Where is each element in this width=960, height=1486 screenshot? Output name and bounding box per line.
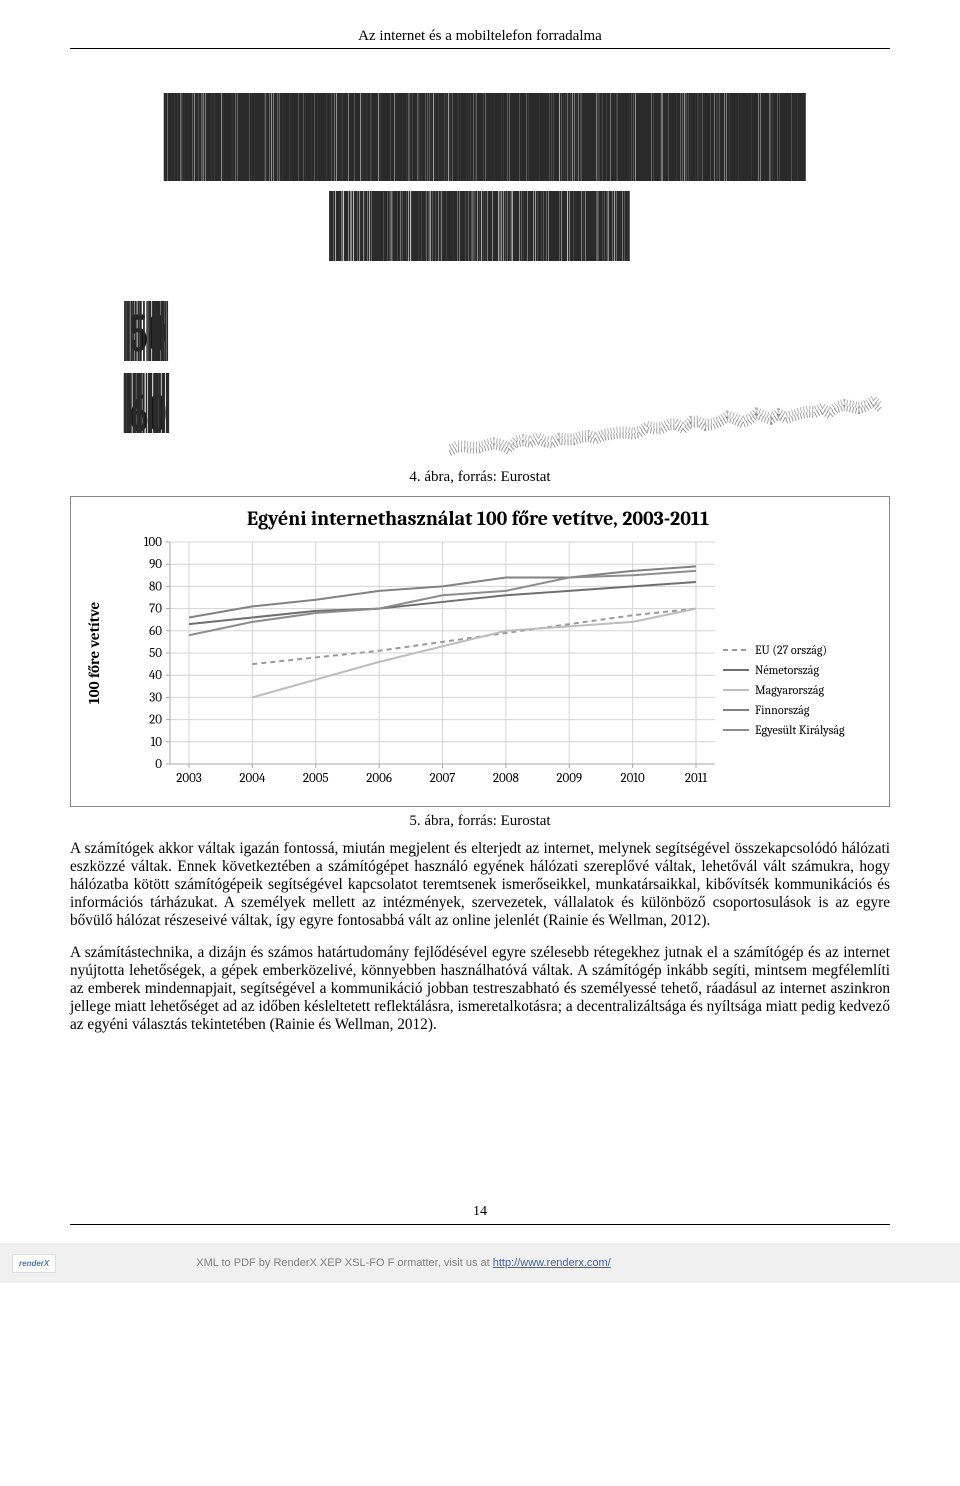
svg-text:0: 0 xyxy=(155,757,162,772)
svg-text:10: 10 xyxy=(151,735,163,750)
pdf-footer: renderX XML to PDF by RenderX XEP XSL-FO… xyxy=(0,1243,960,1283)
footer-link[interactable]: http://www.renderx.com/ xyxy=(493,1257,611,1269)
renderx-logo: renderX xyxy=(12,1254,56,1273)
svg-text:2009: 2009 xyxy=(556,771,582,786)
svg-text:2007: 2007 xyxy=(430,771,456,786)
footer-text: XML to PDF by RenderX XEP XSL-FO F ormat… xyxy=(196,1257,611,1269)
figure-1-caption: 4. ábra, forrás: Eurostat xyxy=(70,469,890,486)
svg-text:20: 20 xyxy=(149,713,162,728)
chart-2-svg: 100 főre vetítve 0 10 20 30 40 50 60 70 80 90 100 20… xyxy=(75,532,879,802)
svg-text:Egyesült Királyság: Egyesült Királyság xyxy=(755,723,845,737)
footer-prefix: XML to PDF by RenderX XEP XSL-FO F ormat… xyxy=(196,1257,493,1269)
header-rule xyxy=(70,48,890,49)
footer-rule xyxy=(70,1224,890,1225)
page-number: 14 xyxy=(70,1204,890,1220)
svg-text:80: 80 xyxy=(149,579,162,594)
svg-text:Magyarország: Magyarország xyxy=(755,683,825,697)
svg-text:2003: 2003 xyxy=(176,771,202,786)
svg-text:100 főre vetítve: 100 főre vetítve xyxy=(85,601,103,704)
paragraph-2: A számítástechnika, a dizájn és számos h… xyxy=(70,944,890,1034)
chart-2-title: Egyéni internethasználat 100 főre vetítv… xyxy=(75,507,881,530)
svg-text:2011: 2011 xyxy=(685,771,708,786)
svg-text:Finnország: Finnország xyxy=(755,703,810,717)
svg-text:70: 70 xyxy=(149,602,162,617)
figure-1: 5060 xyxy=(70,63,890,463)
svg-text:100: 100 xyxy=(144,535,162,550)
figure-2: Egyéni internethasználat 100 főre vetítv… xyxy=(70,496,890,807)
svg-text:40: 40 xyxy=(149,668,162,683)
svg-text:60: 60 xyxy=(149,624,162,639)
svg-text:2004: 2004 xyxy=(239,771,266,786)
figure-2-caption: 5. ábra, forrás: Eurostat xyxy=(70,813,890,830)
chart-1-svg: 5060 xyxy=(70,63,890,463)
svg-text:50: 50 xyxy=(149,646,162,661)
svg-text:2008: 2008 xyxy=(493,771,519,786)
svg-text:EU (27 ország): EU (27 ország) xyxy=(755,643,827,657)
svg-text:Németország: Németország xyxy=(755,663,819,677)
svg-text:2010: 2010 xyxy=(620,771,645,786)
svg-text:2005: 2005 xyxy=(303,771,329,786)
svg-text:90: 90 xyxy=(149,557,162,572)
running-title: Az internet és a mobiltelefon forradalma xyxy=(70,0,890,48)
svg-text:30: 30 xyxy=(149,690,162,705)
paragraph-1: A számítógek akkor váltak igazán fontoss… xyxy=(70,840,890,930)
svg-text:2006: 2006 xyxy=(366,771,392,786)
